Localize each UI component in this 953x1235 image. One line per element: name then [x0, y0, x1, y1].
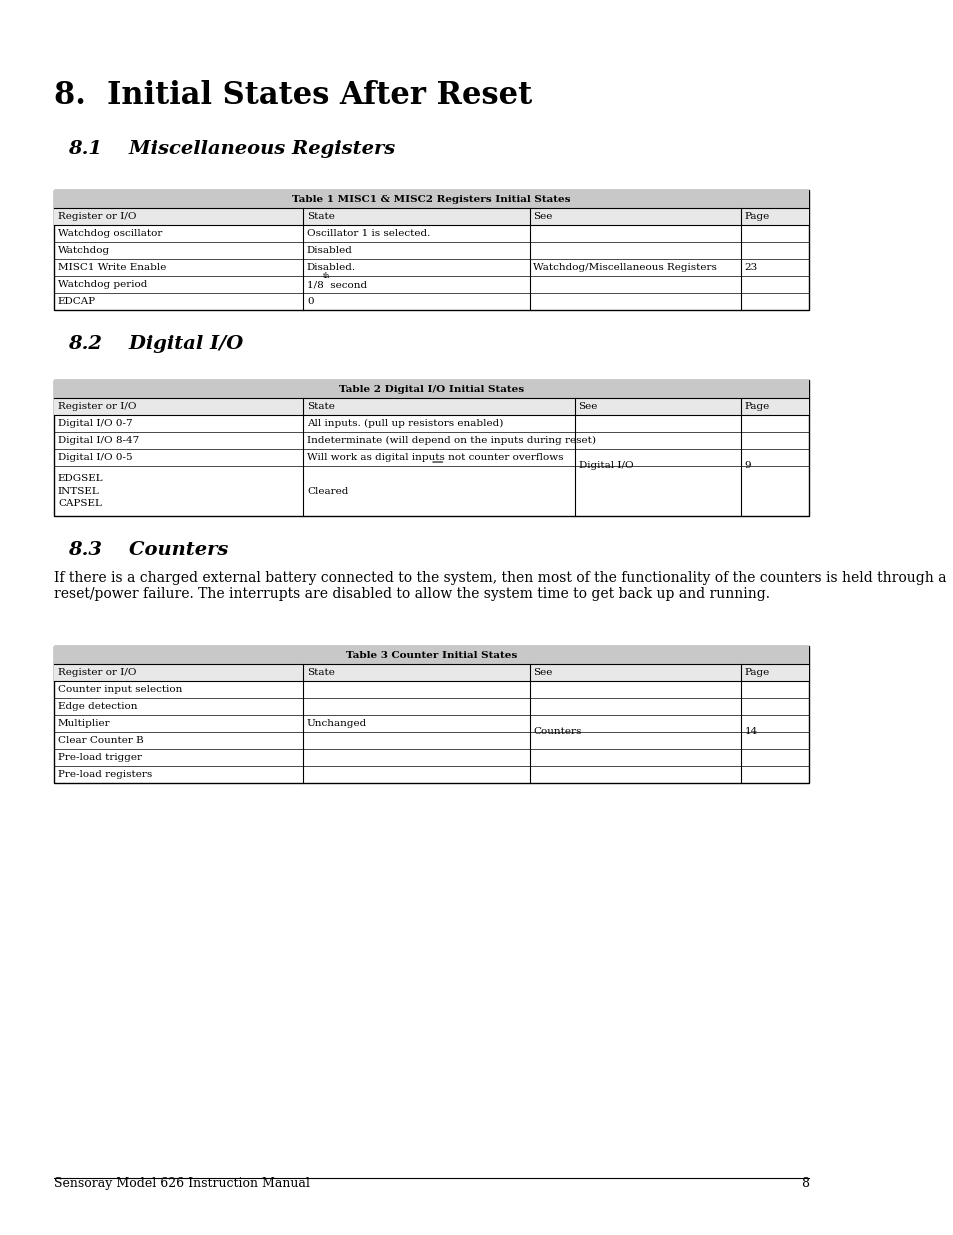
Text: Watchdog period: Watchdog period: [58, 280, 147, 289]
Text: Indeterminate (will depend on the inputs during reset): Indeterminate (will depend on the inputs…: [307, 436, 596, 445]
Text: Pre-load trigger: Pre-load trigger: [58, 753, 142, 762]
Text: 1/8  second: 1/8 second: [307, 280, 367, 289]
Text: 8.2    Digital I/O: 8.2 Digital I/O: [68, 335, 243, 353]
Text: EDGSEL: EDGSEL: [58, 474, 104, 483]
Text: If there is a charged external battery connected to the system, then most of the: If there is a charged external battery c…: [54, 571, 945, 601]
Text: th: th: [323, 273, 330, 280]
Text: Table 3 Counter Initial States: Table 3 Counter Initial States: [346, 651, 517, 659]
Bar: [54, 380, 808, 516]
Text: EDCAP: EDCAP: [58, 296, 96, 306]
Text: Edge detection: Edge detection: [58, 701, 137, 711]
Text: Sensoray Model 626 Instruction Manual: Sensoray Model 626 Instruction Manual: [54, 1177, 310, 1191]
Text: Clear Counter B: Clear Counter B: [58, 736, 144, 745]
Bar: [54, 646, 808, 664]
Bar: [54, 646, 808, 783]
Text: Table 1 MISC1 & MISC2 Registers Initial States: Table 1 MISC1 & MISC2 Registers Initial …: [292, 194, 570, 204]
Text: Counters: Counters: [533, 727, 581, 736]
Text: 8.3    Counters: 8.3 Counters: [68, 541, 228, 559]
Text: Register or I/O: Register or I/O: [58, 403, 136, 411]
Bar: [54, 664, 808, 680]
Bar: [54, 190, 808, 207]
Text: Register or I/O: Register or I/O: [58, 668, 136, 677]
Bar: [54, 380, 808, 398]
Text: 14: 14: [744, 727, 757, 736]
Text: Cleared: Cleared: [307, 487, 348, 495]
Text: Watchdog oscillator: Watchdog oscillator: [58, 228, 162, 238]
Text: Digital I/O: Digital I/O: [578, 461, 633, 471]
Text: 8.  Initial States After Reset: 8. Initial States After Reset: [54, 80, 532, 111]
Bar: [54, 398, 808, 415]
Bar: [54, 207, 808, 225]
Text: See: See: [533, 668, 552, 677]
Text: Pre-load registers: Pre-load registers: [58, 769, 152, 779]
Text: INTSEL: INTSEL: [58, 487, 99, 495]
Text: Multiplier: Multiplier: [58, 719, 111, 727]
Text: Register or I/O: Register or I/O: [58, 212, 136, 221]
Text: Table 2 Digital I/O Initial States: Table 2 Digital I/O Initial States: [338, 384, 523, 394]
Text: State: State: [307, 668, 335, 677]
Text: Disabled.: Disabled.: [307, 263, 355, 272]
Text: Digital I/O 8-47: Digital I/O 8-47: [58, 436, 139, 445]
Text: Unchanged: Unchanged: [307, 719, 367, 727]
Text: Digital I/O 0-7: Digital I/O 0-7: [58, 419, 132, 429]
Text: MISC1 Write Enable: MISC1 Write Enable: [58, 263, 166, 272]
Bar: [54, 190, 808, 310]
Text: See: See: [578, 403, 598, 411]
Text: See: See: [533, 212, 552, 221]
Text: Digital I/O 0-5: Digital I/O 0-5: [58, 453, 132, 462]
Text: Counter input selection: Counter input selection: [58, 685, 182, 694]
Text: Page: Page: [744, 403, 769, 411]
Text: Watchdog: Watchdog: [58, 246, 110, 254]
Text: All inputs. (pull up resistors enabled): All inputs. (pull up resistors enabled): [307, 419, 503, 429]
Text: 9: 9: [744, 461, 750, 471]
Text: 8: 8: [801, 1177, 808, 1191]
Text: Page: Page: [744, 212, 769, 221]
Text: Watchdog/Miscellaneous Registers: Watchdog/Miscellaneous Registers: [533, 263, 717, 272]
Text: CAPSEL: CAPSEL: [58, 499, 102, 508]
Text: State: State: [307, 403, 335, 411]
Text: 8.1    Miscellaneous Registers: 8.1 Miscellaneous Registers: [68, 140, 395, 158]
Text: Disabled: Disabled: [307, 246, 353, 254]
Text: Will work as digital inputs not counter overflows: Will work as digital inputs not counter …: [307, 453, 563, 462]
Text: 23: 23: [744, 263, 757, 272]
Text: 0: 0: [307, 296, 314, 306]
Text: Page: Page: [744, 668, 769, 677]
Text: State: State: [307, 212, 335, 221]
Text: Oscillator 1 is selected.: Oscillator 1 is selected.: [307, 228, 430, 238]
